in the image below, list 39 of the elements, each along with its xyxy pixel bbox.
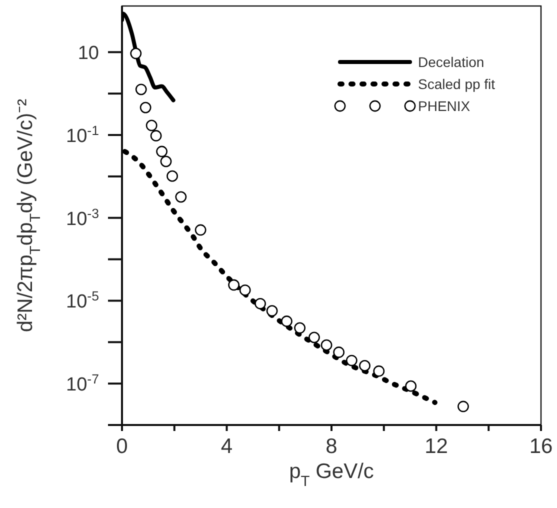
point — [239, 284, 251, 296]
point — [320, 339, 332, 351]
line-series — [122, 12, 176, 102]
point — [254, 298, 266, 310]
point — [359, 360, 370, 372]
legend-label: Decelation — [418, 54, 484, 70]
point — [175, 191, 187, 203]
x-tick-label: 12 — [424, 435, 448, 458]
point — [150, 130, 162, 142]
point — [266, 305, 278, 317]
point — [135, 84, 147, 96]
point — [294, 322, 306, 334]
point — [346, 354, 358, 366]
point — [146, 120, 158, 132]
x-tick-label: 0 — [116, 435, 128, 458]
point — [130, 48, 142, 60]
point — [140, 102, 152, 114]
point — [160, 156, 172, 168]
x-tick-label: 4 — [220, 435, 233, 458]
point — [228, 279, 240, 291]
point — [156, 146, 168, 158]
y-tick-label: 10$^{-1}$ — [66, 122, 99, 148]
point — [194, 224, 206, 236]
point — [166, 170, 178, 182]
point — [308, 332, 320, 344]
x-axis-title: p$_{T}$ GeV/c — [289, 460, 374, 490]
x-tick-label: 16 — [529, 435, 553, 458]
point — [333, 346, 345, 358]
y-tick-label: 10$^{-5}$ — [66, 288, 99, 313]
y-tick-label: 10 — [78, 43, 99, 64]
x-tick-label: 8 — [326, 435, 338, 458]
legend-label: Scaled pp fit — [418, 76, 496, 92]
y-tick-label: 10$^{-7}$ — [66, 371, 99, 396]
y-tick-label: 10$^{-3}$ — [66, 205, 99, 230]
point — [373, 365, 385, 377]
point — [458, 400, 469, 412]
legend-label: PHENIX — [418, 98, 471, 114]
point — [281, 316, 292, 327]
point — [405, 380, 417, 392]
